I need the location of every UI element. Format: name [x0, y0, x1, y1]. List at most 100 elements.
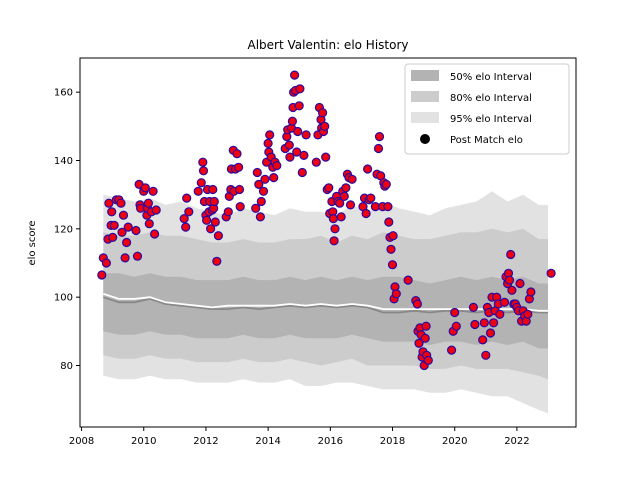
post-match-elo-point: [116, 198, 126, 208]
x-tick-label: 2008: [69, 436, 94, 447]
y-tick-label: 80: [60, 361, 73, 372]
post-match-elo-point: [150, 229, 160, 239]
post-match-elo-point: [506, 249, 516, 260]
legend-swatch-band50: [411, 70, 439, 81]
post-match-elo-point: [272, 161, 282, 171]
post-match-elo-point: [290, 70, 300, 80]
post-match-elo-point: [546, 268, 556, 278]
band-50-interval: [103, 273, 549, 349]
post-match-elo-point: [391, 289, 401, 299]
post-match-elo-point: [108, 232, 118, 242]
post-match-elo-point: [223, 207, 233, 217]
post-match-elo-point: [234, 162, 244, 172]
post-match-elo-point: [403, 275, 413, 285]
x-tick-label: 2022: [504, 436, 529, 447]
y-tick-label: 140: [54, 156, 73, 167]
post-match-elo-point: [366, 193, 376, 203]
post-match-elo-point: [198, 157, 208, 167]
post-match-elo-point: [481, 350, 491, 360]
post-match-elo-point: [324, 183, 334, 193]
x-tick-label: 2012: [193, 436, 218, 447]
post-match-elo-point: [478, 335, 488, 345]
post-match-elo-point: [388, 231, 398, 241]
post-match-elo-point: [321, 152, 331, 162]
post-match-elo-point: [485, 328, 496, 338]
post-match-elo-point: [489, 318, 499, 328]
post-match-elo-point: [495, 309, 505, 319]
x-tick-label: 2016: [318, 436, 343, 447]
chart-title: Albert Valentin: elo History: [247, 38, 408, 52]
post-match-elo-point: [209, 196, 219, 207]
legend-label: Post Match elo: [450, 135, 523, 146]
post-match-elo-point: [420, 333, 430, 343]
post-match-elo-point: [132, 251, 143, 261]
y-tick-label: 160: [54, 88, 73, 99]
post-match-elo-point: [374, 132, 385, 142]
post-match-elo-point: [504, 275, 515, 285]
post-match-elo-point: [121, 237, 132, 248]
post-match-elo-point: [336, 212, 346, 222]
post-match-elo-point: [206, 224, 216, 234]
post-match-elo-point: [295, 84, 305, 94]
post-match-elo-point: [210, 217, 220, 227]
legend: 50% elo Interval 80% elo Interval 95% elo …: [404, 63, 570, 155]
post-match-elo-point: [523, 309, 533, 319]
post-match-elo-point: [181, 222, 191, 232]
post-match-elo-point: [131, 225, 141, 236]
post-match-elo-point: [329, 236, 339, 246]
post-match-elo-point: [387, 260, 398, 270]
post-match-elo-point: [254, 179, 264, 189]
post-match-elo-point: [193, 186, 203, 196]
post-match-elo-point: [104, 198, 114, 208]
post-match-elo-point: [101, 258, 112, 268]
post-match-elo-point: [292, 147, 302, 157]
post-match-elo-point: [299, 150, 309, 160]
post-match-elo-point: [148, 186, 158, 196]
post-match-elo-point: [109, 220, 119, 230]
post-match-elo-point: [256, 196, 266, 207]
post-match-elo-point: [383, 202, 393, 212]
post-match-elo-point: [450, 307, 460, 318]
post-match-elo-point: [384, 217, 394, 227]
post-match-elo-point: [341, 183, 351, 193]
post-match-elo-point: [320, 121, 330, 131]
post-match-elo-point: [151, 205, 161, 215]
post-match-elo-point: [202, 215, 212, 225]
post-match-elo-point: [117, 227, 127, 237]
y-tick-label: 100: [54, 293, 73, 304]
post-match-elo-point: [297, 167, 307, 178]
post-match-elo-point: [328, 214, 338, 224]
post-match-elo-point: [412, 299, 422, 309]
post-match-elo-point: [386, 244, 396, 254]
post-match-elo-point: [269, 173, 279, 183]
post-match-elo-point: [381, 179, 391, 189]
post-match-elo-point: [373, 143, 384, 154]
post-match-elo-point: [123, 222, 133, 232]
post-match-elo-point: [232, 149, 242, 159]
post-match-elo-point: [451, 321, 461, 331]
post-match-elo-point: [252, 167, 262, 178]
post-match-elo-point: [301, 130, 311, 140]
post-match-elo-point: [294, 101, 304, 111]
legend-box: [404, 63, 570, 155]
post-match-elo-point: [255, 212, 265, 222]
post-match-elo-point: [339, 191, 349, 201]
legend-swatch-band95: [411, 112, 439, 123]
x-tick-label: 2020: [442, 436, 467, 447]
post-match-elo-point: [97, 270, 107, 280]
x-tick-label: 2010: [131, 436, 156, 447]
post-match-elo-point: [234, 184, 245, 195]
post-match-elo-point: [311, 157, 321, 167]
post-match-elo-point: [414, 338, 424, 348]
legend-label: 95% elo Interval: [450, 114, 532, 125]
post-match-elo-point: [293, 126, 303, 137]
post-match-elo-point: [479, 318, 489, 328]
post-match-elo-point: [179, 214, 189, 224]
post-match-elo-point: [284, 140, 294, 150]
axes-frame: [79, 57, 577, 428]
x-tick-label: 2014: [255, 436, 280, 447]
y-tick-label: 120: [54, 224, 73, 235]
post-match-elo-point: [335, 198, 345, 208]
post-match-elo-point: [184, 207, 194, 217]
